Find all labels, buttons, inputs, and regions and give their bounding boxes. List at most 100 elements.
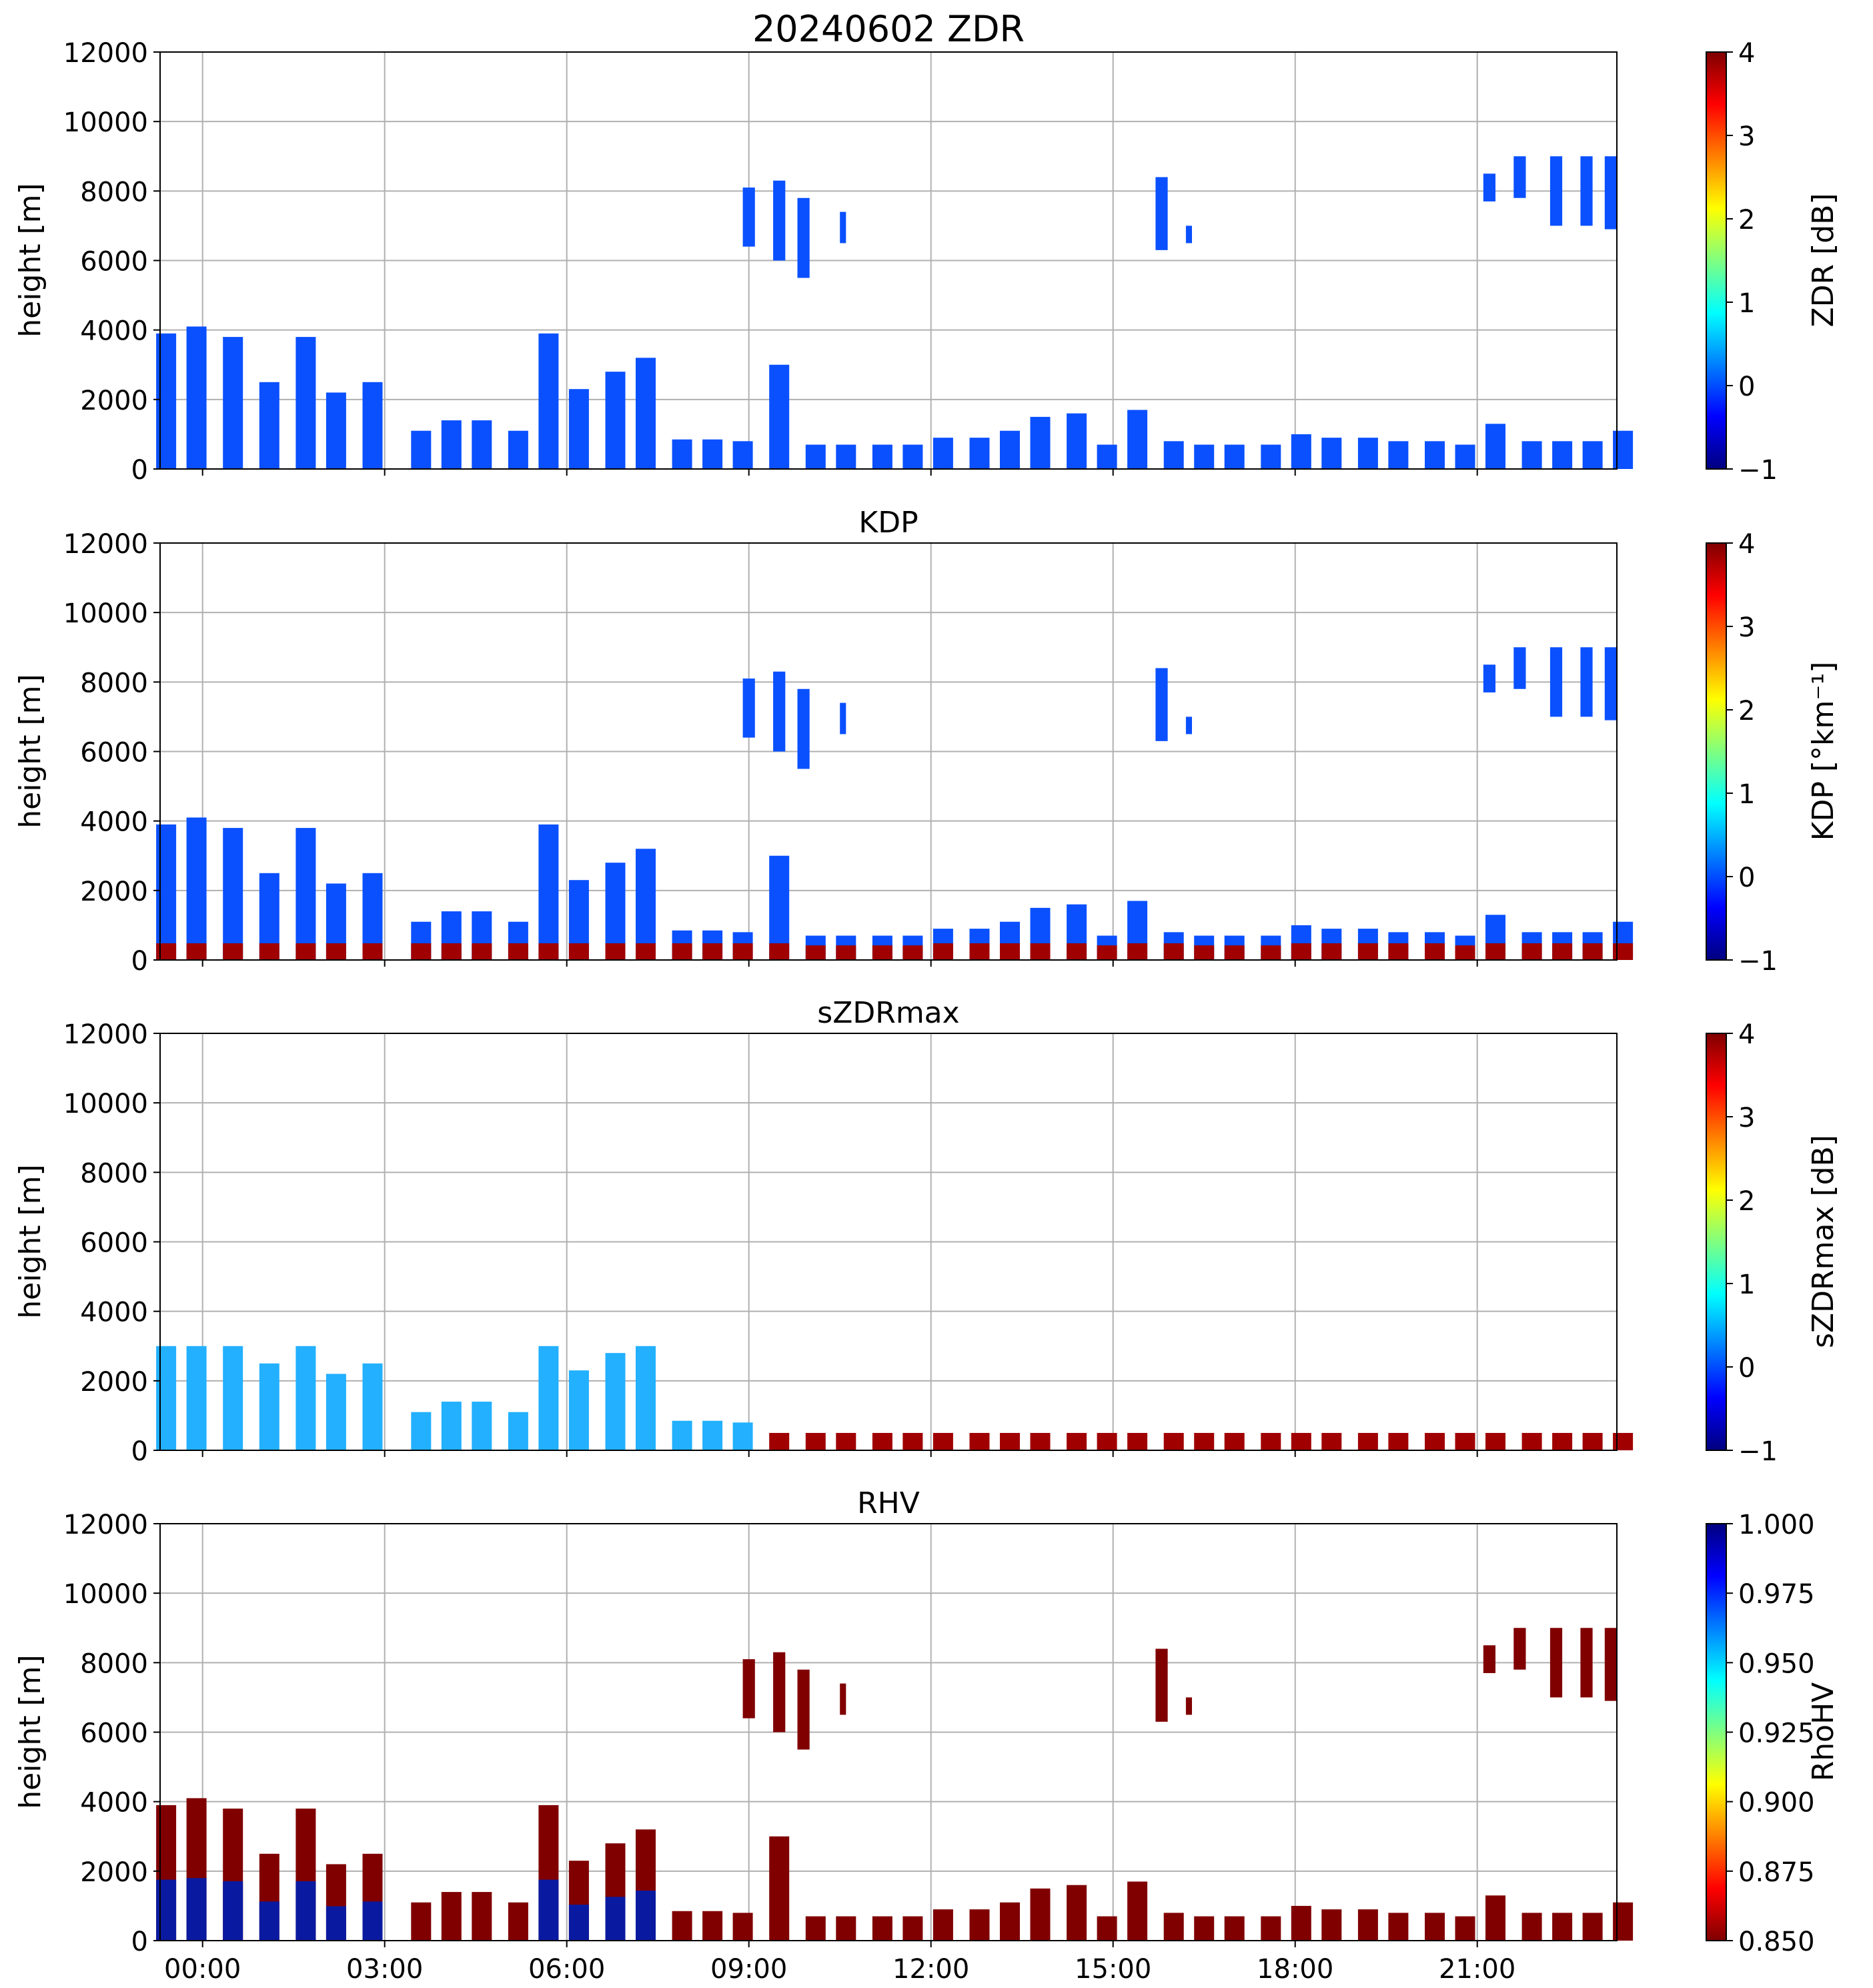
echo-column: [1613, 1432, 1634, 1450]
x-tick-label: 18:00: [1257, 1954, 1333, 1985]
echo-patch: [1513, 647, 1526, 689]
echo-column: [1291, 1905, 1311, 1941]
y-tick-label: 12000: [63, 1019, 148, 1050]
echo-column: [223, 1346, 243, 1450]
colorbar-tick-label: 1: [1738, 1270, 1755, 1300]
echo-column: [805, 1432, 826, 1450]
echo-column: [156, 824, 177, 960]
x-tick-label: 00:00: [164, 1954, 241, 1985]
colorbar: −1 0 1 2 3 4 ZDR [dB]: [1706, 38, 1840, 486]
echo-column: [223, 337, 243, 469]
echo-column: [1261, 444, 1281, 469]
echo-column-base: [326, 943, 346, 960]
echo-column: [1582, 1913, 1603, 1941]
echo-column: [472, 1402, 492, 1450]
echo-column: [1321, 438, 1342, 469]
colorbar-ticks: 0.850 0.875 0.900 0.925 0.950 0.975 1.000: [1726, 1510, 1815, 1957]
echo-patch: [1604, 156, 1617, 229]
echo-column: [538, 333, 559, 469]
echo-column: [1552, 1432, 1573, 1450]
colorbar-tick-label: 4: [1738, 1019, 1755, 1050]
y-tick-label: 0: [131, 946, 148, 977]
echo-column-base: [769, 943, 790, 960]
echo-column-base: [1163, 943, 1184, 960]
echo-column: [605, 372, 626, 469]
echo-column: [156, 1346, 177, 1450]
echo-column: [1485, 1895, 1505, 1941]
echo-column-base: [1485, 943, 1505, 960]
colorbar-tick-label: 4: [1738, 38, 1755, 69]
echo-column-base: [1067, 943, 1087, 960]
echo-column-base: [1194, 945, 1215, 960]
colorbar-label: sZDRmax [dB]: [1806, 1135, 1840, 1348]
echo-column-base: [1613, 943, 1634, 960]
colorbar-tick-label: 2: [1738, 696, 1755, 726]
echo-patch: [773, 180, 786, 261]
y-axis-label: height [m]: [13, 183, 47, 337]
echo-patch: [797, 1669, 810, 1750]
panel-kdp: KDP 0 2000 4000 6000 8000 10000 12000 height […: [13, 506, 1840, 977]
echo-column: [1097, 444, 1117, 469]
y-tick-label: 4000: [80, 807, 148, 838]
panel-title: sZDRmax: [817, 996, 959, 1030]
plot-frame: [159, 1523, 1618, 1941]
colorbar-label: ZDR [dB]: [1806, 193, 1840, 327]
x-axis-ticks: [201, 960, 1478, 967]
echo-column: [836, 444, 856, 469]
echo-column-base: [326, 1906, 346, 1941]
echo-column-base: [1321, 943, 1342, 960]
colorbar-tick-label: 0: [1738, 863, 1755, 893]
echo-column-base: [1127, 943, 1148, 960]
echo-patch: [1604, 1628, 1617, 1701]
echo-column: [636, 1346, 656, 1450]
echo-column: [508, 430, 528, 469]
echo-column-base: [259, 1901, 279, 1941]
echo-column: [769, 1836, 790, 1941]
echo-column: [295, 1346, 316, 1450]
echo-column-base: [156, 1879, 177, 1941]
echo-column: [1357, 438, 1378, 469]
echo-column-base: [1388, 943, 1409, 960]
y-axis-ticks: 0 2000 4000 6000 8000 10000 12000: [63, 529, 160, 977]
echo-column-base: [538, 1879, 559, 1941]
echo-column: [1194, 1432, 1215, 1450]
x-tick-label: 03:00: [346, 1954, 423, 1985]
echo-column: [872, 1916, 892, 1941]
echo-column: [969, 1909, 990, 1941]
colorbar-ticks: −1 0 1 2 3 4: [1726, 1019, 1778, 1467]
colorbar-tick-label: 1.000: [1738, 1510, 1815, 1540]
echo-column: [411, 430, 432, 469]
echo-column-base: [872, 945, 892, 960]
echo-column: [186, 817, 207, 960]
echo-column: [538, 1346, 559, 1450]
echo-column-base: [1291, 943, 1311, 960]
echo-patch: [1549, 647, 1563, 717]
echo-column: [605, 1353, 626, 1450]
echo-column: [702, 439, 723, 469]
echo-column: [1163, 1913, 1184, 1941]
echo-column: [872, 444, 892, 469]
echo-column-base: [568, 943, 589, 960]
y-axis-label: height [m]: [13, 1654, 47, 1809]
colorbar-label: KDP [°km⁻¹]: [1806, 662, 1840, 841]
echo-column-base: [295, 1881, 316, 1941]
y-tick-label: 10000: [63, 107, 148, 138]
echo-column: [441, 1402, 462, 1450]
y-tick-label: 8000: [80, 1648, 148, 1679]
echo-column: [508, 1412, 528, 1450]
colorbar-tick-label: −1: [1738, 1436, 1778, 1467]
echo-column: [538, 824, 559, 960]
echo-column: [1127, 410, 1148, 469]
echo-column: [186, 326, 207, 469]
echo-column: [1357, 1909, 1378, 1941]
echo-column: [1000, 1902, 1020, 1941]
echo-column: [1388, 1913, 1409, 1941]
echo-column: [1357, 1432, 1378, 1450]
echo-patch: [840, 702, 846, 734]
echo-column-base: [805, 945, 826, 960]
echo-patch: [1185, 716, 1192, 734]
echo-column: [805, 444, 826, 469]
y-tick-label: 2000: [80, 1367, 148, 1398]
echo-column-base: [902, 945, 923, 960]
